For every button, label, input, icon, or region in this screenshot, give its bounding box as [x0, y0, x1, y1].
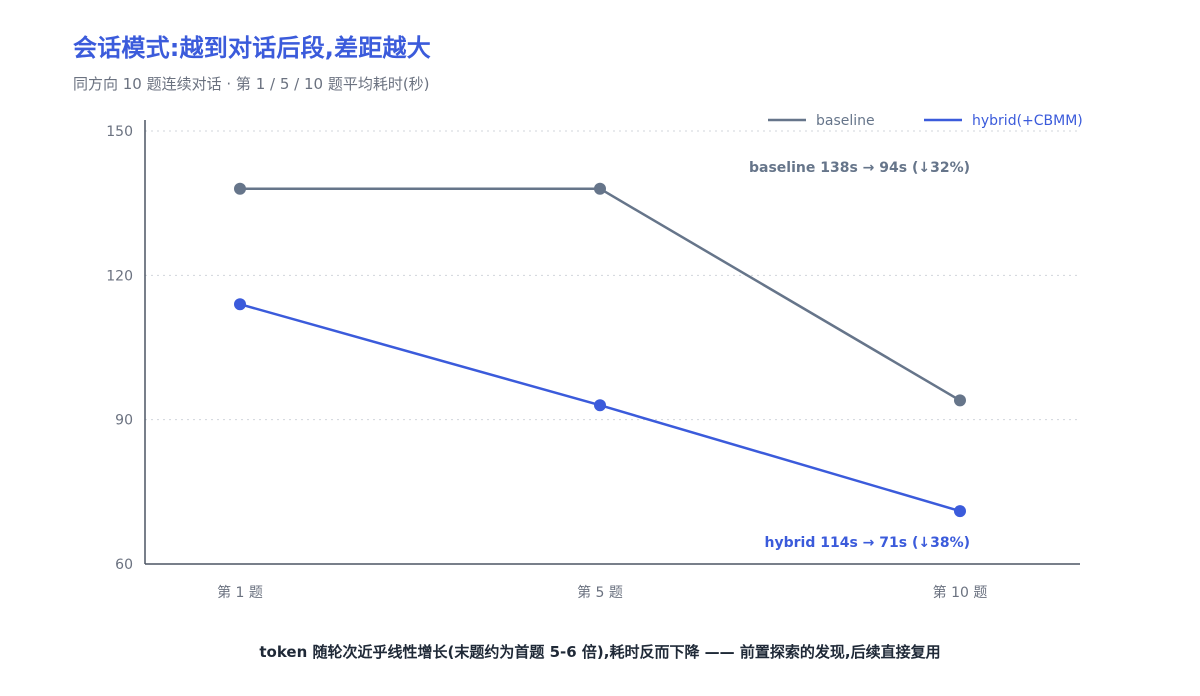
- legend: baseline hybrid(+CBMM): [768, 113, 1083, 129]
- annotations: baseline 138s → 94s (↓32%) hybrid 114s → …: [749, 160, 970, 551]
- baseline-point: [594, 182, 606, 195]
- axes: 60 90 120 150 第 1 题 第 5 题 第 10 题: [106, 120, 1080, 601]
- y-tick-label: 120: [106, 268, 133, 284]
- x-tick-label: 第 10 题: [933, 584, 988, 601]
- x-tick-label: 第 5 题: [577, 584, 623, 601]
- chart-title: 会话模式:越到对话后段,差距越大: [73, 34, 431, 62]
- chart-subtitle: 同方向 10 题连续对话 · 第 1 / 5 / 10 题平均耗时(秒): [73, 75, 430, 93]
- series-line-baseline: [240, 187, 961, 402]
- y-tick-label: 150: [106, 124, 133, 140]
- baseline-point: [234, 182, 246, 195]
- chart-footnote: token 随轮次近乎线性增长(末题约为首题 5-6 倍),耗时反而下降 —— …: [259, 643, 941, 661]
- hybrid-point: [954, 505, 966, 518]
- x-tick-label: 第 1 题: [217, 584, 263, 601]
- baseline-annotation: baseline 138s → 94s (↓32%): [749, 160, 970, 176]
- legend-label-baseline: baseline: [816, 113, 875, 129]
- hybrid-point: [234, 298, 246, 311]
- series-lines: [234, 182, 966, 518]
- baseline-point: [954, 394, 966, 407]
- hybrid-point: [594, 399, 606, 412]
- legend-label-hybrid: hybrid(+CBMM): [972, 113, 1083, 129]
- hybrid-annotation: hybrid 114s → 71s (↓38%): [765, 535, 970, 551]
- y-tick-label: 90: [115, 413, 133, 429]
- y-tick-label: 60: [115, 557, 133, 573]
